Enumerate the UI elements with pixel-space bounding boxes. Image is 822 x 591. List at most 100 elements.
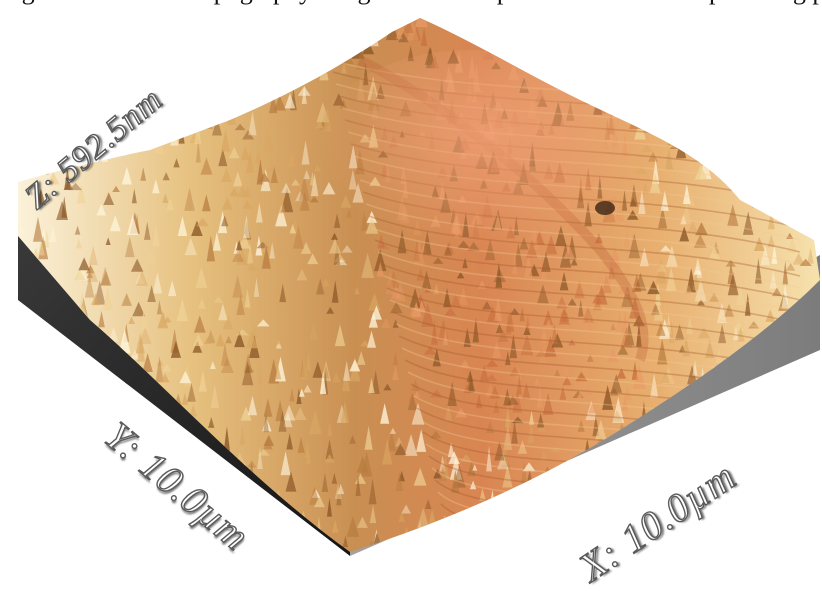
surface-spike (608, 245, 621, 269)
surface-spike (602, 81, 611, 107)
surface-spike (660, 190, 669, 211)
surface-spike (634, 119, 646, 140)
surface-spike (49, 464, 59, 485)
surface-spike (596, 461, 605, 477)
surface-spike (794, 160, 808, 182)
surface-spike (109, 215, 121, 232)
surface-spike (616, 368, 627, 379)
surface-spike (474, 531, 485, 550)
surface-spike (504, 406, 511, 428)
surface-spike (164, 428, 175, 440)
surface-spike (327, 421, 333, 437)
surface-spike (665, 267, 677, 292)
surface-spike (88, 501, 96, 510)
surface-spike (638, 189, 646, 215)
surface-spike (105, 37, 118, 62)
surface-spike (99, 18, 105, 35)
surface-spike (782, 186, 796, 212)
surface-spike (49, 492, 59, 515)
surface-spike (639, 461, 648, 469)
surface-spike (92, 386, 99, 412)
surface-spike (766, 54, 774, 76)
surface-spike (127, 533, 136, 552)
surface-spike (670, 70, 681, 86)
surface-spike (362, 41, 375, 55)
surface-spike (37, 239, 45, 256)
surface-spike (674, 324, 685, 341)
surface-spike (592, 299, 602, 311)
surface-spike (775, 171, 781, 185)
surface-spike (235, 239, 243, 251)
surface-spike (799, 466, 806, 475)
surface-spike (309, 322, 318, 340)
surface-spike (813, 387, 820, 412)
surface-spike (451, 470, 460, 493)
surface-spike (257, 362, 263, 384)
surface-spike (496, 498, 509, 516)
surface-spike (42, 492, 52, 502)
surface-spike (436, 18, 446, 25)
surface-spike (802, 117, 816, 136)
surface-spike (559, 386, 567, 400)
surface-spike (404, 434, 418, 456)
surface-spike (658, 205, 668, 229)
surface-spike (279, 283, 287, 303)
surface-spike (22, 450, 36, 475)
surface-spike (144, 221, 151, 240)
surface-spike (790, 526, 798, 548)
surface-spike (114, 492, 122, 514)
surface-spike (309, 486, 320, 505)
surface-spike (118, 329, 131, 354)
surface-spike (289, 224, 297, 234)
surface-spike (32, 521, 44, 546)
surface-spike (380, 317, 391, 329)
surface-spike (46, 385, 60, 412)
surface-spike (360, 340, 370, 347)
surface-spike (249, 542, 260, 552)
surface-spike (356, 47, 368, 70)
surface-spike (638, 457, 651, 482)
surface-spike (248, 111, 257, 136)
surface-spike (444, 404, 453, 421)
surface-spike (680, 214, 687, 225)
surface-spike (675, 62, 687, 86)
surface-spike (282, 18, 292, 34)
surface-spike (649, 172, 661, 193)
surface-spike (328, 238, 342, 254)
surface-spike (562, 376, 572, 386)
surface-spike (438, 466, 448, 481)
surface-spike (371, 370, 380, 394)
surface-spike (188, 93, 200, 109)
surface-spike (227, 101, 236, 125)
surface-spike (759, 10, 769, 17)
surface-spike (167, 18, 174, 20)
surface-spike (439, 455, 446, 472)
surface-spike (261, 67, 267, 76)
surface-spike (86, 264, 95, 274)
surface-spike (413, 467, 427, 486)
surface-spike (28, 461, 35, 471)
surface-spike (537, 412, 545, 428)
surface-spike (600, 18, 613, 22)
surface-spike (677, 42, 687, 66)
surface-spike (332, 371, 341, 383)
surface-spike (411, 379, 420, 391)
surface-spike (89, 504, 97, 523)
surface-spike (809, 63, 820, 73)
surface-spike (366, 330, 377, 348)
surface-spike (444, 307, 457, 316)
surface-spike (702, 516, 713, 532)
surface-spike (328, 18, 341, 27)
surface-spike (725, 259, 736, 267)
surface-spike (36, 333, 48, 346)
surface-spike (753, 236, 765, 251)
surface-spike (40, 406, 52, 423)
surface-spike (602, 449, 614, 464)
surface-spike (745, 455, 754, 477)
surface-spike (18, 439, 21, 446)
surface-spike (610, 323, 616, 331)
surface-spike (481, 300, 492, 310)
surface-spike (791, 163, 800, 178)
surface-spike (147, 285, 156, 302)
surface-spike (536, 382, 543, 408)
